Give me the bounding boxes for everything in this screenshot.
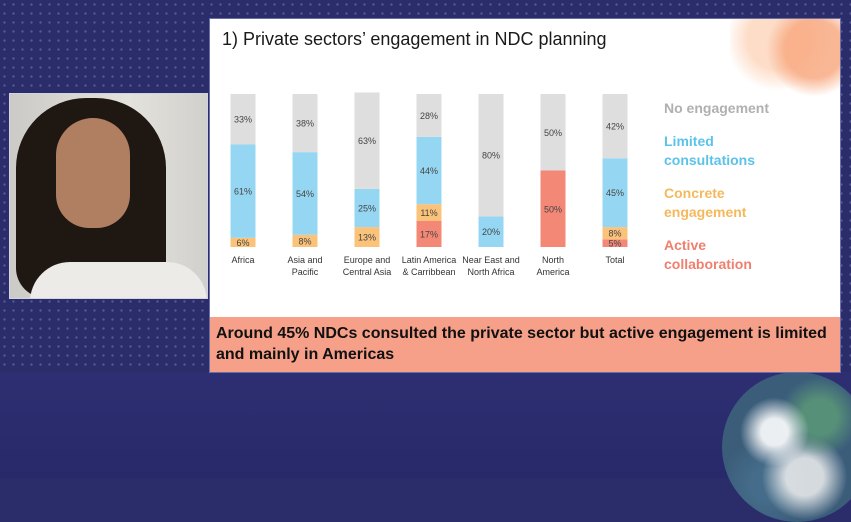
data-label: 42% [606, 122, 624, 132]
category-label: North [542, 255, 564, 265]
speaker-video-feed [9, 93, 208, 299]
bar-segment [602, 94, 628, 159]
data-label: 61% [234, 187, 252, 197]
slide-title: 1) Private sectors’ engagement in NDC pl… [222, 29, 607, 49]
category-label: Near East and [462, 255, 520, 265]
data-label: 6% [236, 238, 249, 248]
legend-active-collaboration: Active collaboration [664, 237, 752, 272]
data-label: 50% [544, 128, 562, 138]
data-label: 25% [358, 203, 376, 213]
background-band [0, 372, 851, 478]
category-label: Latin America [402, 255, 457, 265]
category-label: Africa [231, 255, 254, 265]
category-label: America [536, 267, 569, 277]
data-label: 50% [544, 204, 562, 214]
data-label: 11% [420, 208, 437, 218]
category-label: & Carribbean [402, 267, 455, 277]
bar-segment [354, 227, 380, 247]
bar-segment [230, 94, 256, 145]
legend-concrete-engagement: Concrete engagement [664, 185, 747, 220]
bar-segment [416, 94, 442, 137]
bar-segment [478, 94, 504, 217]
bar-segment [354, 92, 380, 189]
data-label: 44% [420, 166, 438, 176]
category-label: Europe and [344, 255, 391, 265]
data-label: 33% [234, 115, 252, 125]
data-label: 20% [482, 227, 500, 237]
data-label: 38% [296, 119, 314, 129]
bar-segment [602, 158, 628, 228]
data-label: 5% [608, 239, 621, 249]
data-label: 28% [420, 111, 438, 121]
bar-segment [292, 152, 318, 235]
bar-segment [416, 204, 442, 221]
data-label: 17% [420, 229, 438, 239]
category-label: Pacific [292, 267, 319, 277]
bar-segment [602, 239, 628, 247]
key-finding-callout: Around 45% NDCs consulted the private se… [210, 317, 840, 372]
speaker-shirt [30, 262, 207, 298]
bar-segment [292, 234, 318, 247]
data-label: 63% [358, 136, 376, 146]
data-label: 8% [608, 229, 621, 239]
bar-segment [230, 237, 256, 247]
data-label: 8% [298, 236, 311, 246]
data-label: 54% [296, 189, 314, 199]
presentation-slide: 1) Private sectors’ engagement in NDC pl… [209, 18, 841, 373]
category-label: Central Asia [343, 267, 392, 277]
bar-segment [354, 188, 380, 228]
bar-segment [416, 220, 442, 247]
bar-segment [540, 94, 566, 171]
data-label: 45% [606, 188, 624, 198]
bar-segment [478, 216, 504, 247]
speaker-face [56, 118, 130, 228]
stacked-bar-chart: 6% 61% 33% Africa 8% 54% 38% Asia and Pacific 13%… [230, 92, 628, 277]
category-label: North Africa [467, 267, 514, 277]
category-label: Total [605, 255, 624, 265]
data-label: 13% [358, 233, 376, 243]
bar-segment [416, 136, 442, 205]
legend-limited-consultations: Limited consultations [664, 133, 756, 168]
category-label: Asia and [287, 255, 322, 265]
chart-legend: No engagement Limited consultations Conc… [664, 99, 834, 288]
bar-segment [292, 94, 318, 153]
data-label: 80% [482, 151, 500, 161]
bar-segment [602, 227, 628, 240]
bar-segment [540, 170, 566, 247]
slide-corner-decoration [730, 19, 840, 109]
bar-segment [230, 144, 256, 238]
legend-no-engagement: No engagement [664, 100, 770, 116]
